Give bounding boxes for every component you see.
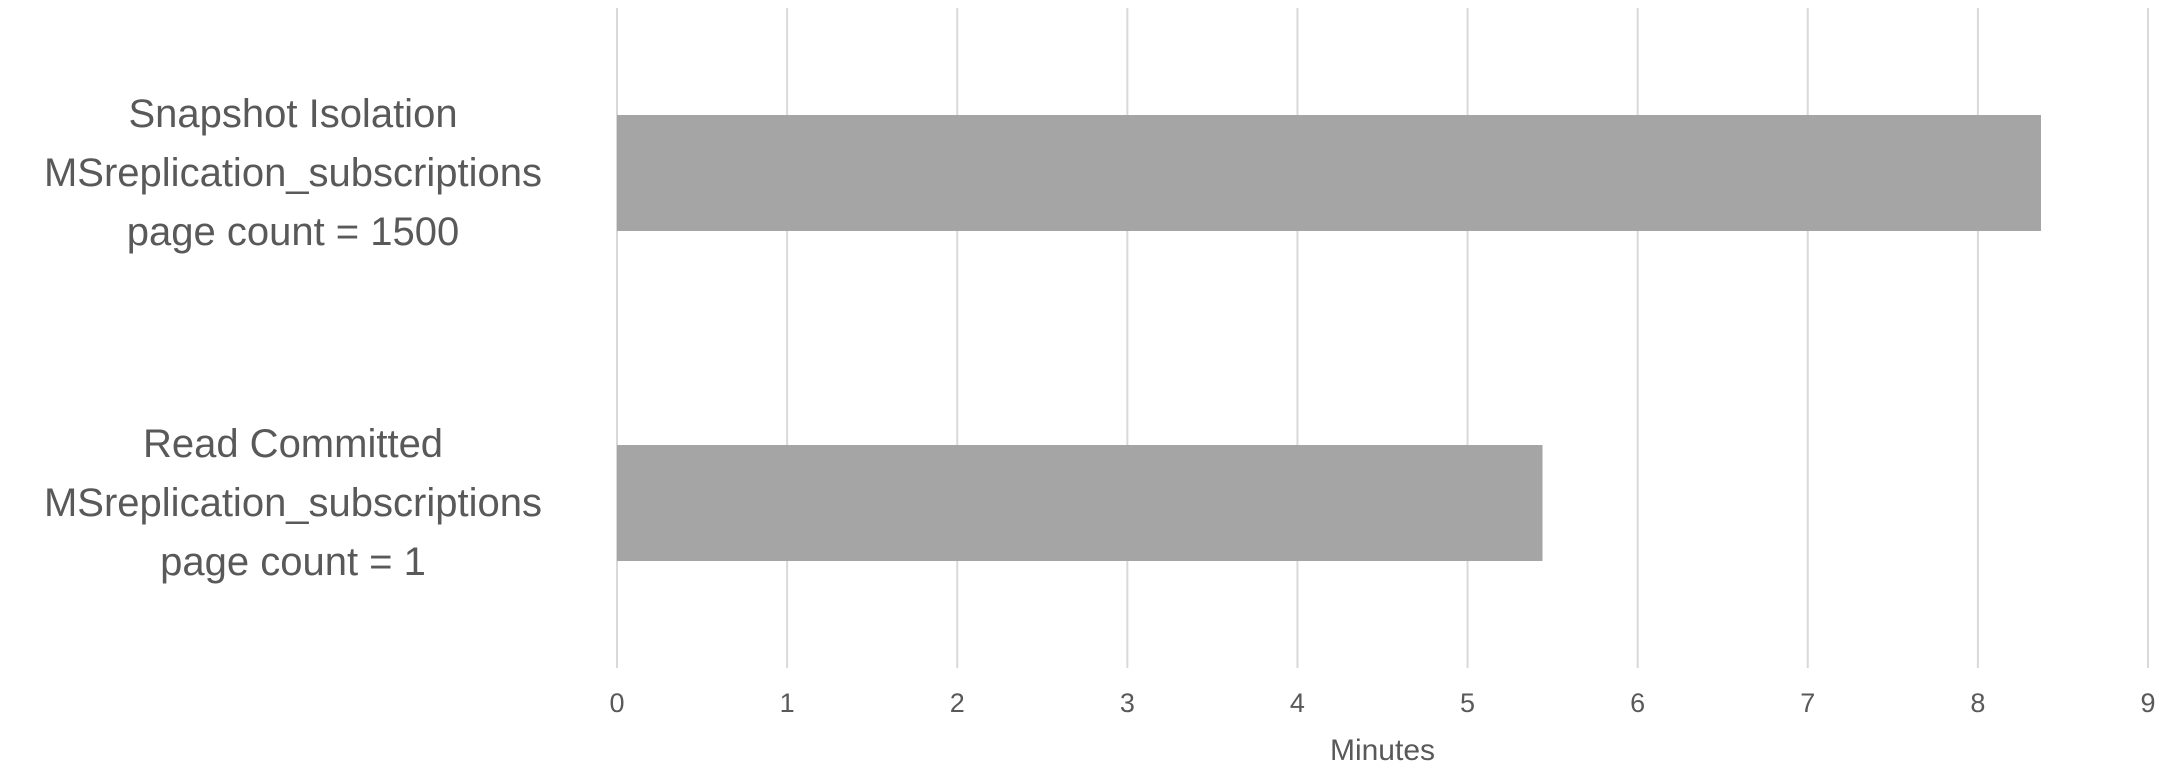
category-label-2: Read Committed MSreplication_subscription…	[44, 422, 542, 584]
x-tick-label-9: 9	[2140, 688, 2155, 718]
x-tick-label-3: 3	[1120, 688, 1135, 718]
category-label-1: Snapshot Isolation MSreplication_subscrip…	[44, 92, 542, 254]
x-axis-ticks: 0 1 2 3 4 5 6 7 8 9	[609, 688, 2155, 718]
x-tick-label-0: 0	[609, 688, 624, 718]
bar-2	[617, 445, 1543, 561]
category-label-line: Snapshot Isolation	[128, 92, 457, 136]
x-tick-label-7: 7	[1800, 688, 1815, 718]
x-tick-label-4: 4	[1290, 688, 1305, 718]
x-tick-label-8: 8	[1970, 688, 1985, 718]
category-label-line: Read Committed	[143, 422, 443, 466]
category-label-line: MSreplication_subscriptions	[44, 481, 542, 525]
category-label-line: page count = 1	[160, 540, 426, 584]
category-label-line: MSreplication_subscriptions	[44, 151, 542, 195]
category-label-line: page count = 1500	[127, 210, 460, 254]
bars	[617, 115, 2041, 561]
category-labels: Snapshot Isolation MSreplication_subscrip…	[44, 92, 542, 584]
gridlines	[616, 8, 2149, 668]
x-tick-label-1: 1	[780, 688, 795, 718]
bar-1	[617, 115, 2041, 231]
x-axis-title: Minutes	[1330, 734, 1435, 767]
x-tick-label-5: 5	[1460, 688, 1475, 718]
x-tick-label-2: 2	[950, 688, 965, 718]
x-tick-label-6: 6	[1630, 688, 1645, 718]
